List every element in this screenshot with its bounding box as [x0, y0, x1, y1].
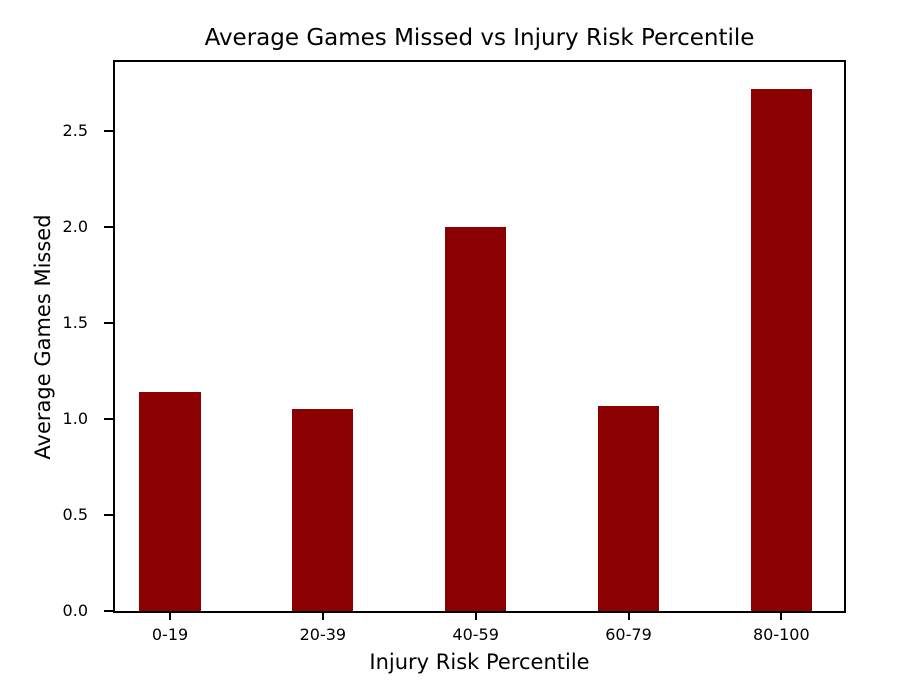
y-tick-mark — [104, 322, 114, 325]
bar-80-100 — [750, 88, 812, 611]
x-tick-mark — [169, 613, 172, 620]
y-tick-mark — [104, 130, 114, 133]
y-tick-label: 1.0 — [62, 409, 88, 429]
y-tick-label: 0.0 — [62, 601, 88, 620]
chart-title: Average Games Missed vs Injury Risk Perc… — [204, 25, 755, 51]
x-tick-mark — [627, 613, 630, 620]
bar-0-19 — [139, 392, 201, 611]
x-axis-label: Injury Risk Percentile — [369, 650, 590, 674]
y-tick-mark — [104, 226, 114, 229]
x-tick-mark — [321, 613, 324, 620]
x-tick-label: 60-79 — [605, 625, 652, 644]
y-tick-label: 2.5 — [62, 121, 88, 141]
x-tick-label: 20-39 — [299, 625, 347, 644]
bar-20-39 — [292, 409, 354, 611]
y-tick-label: 1.5 — [62, 313, 88, 333]
y-tick-label: 0.5 — [62, 505, 88, 525]
y-tick-mark — [104, 418, 114, 421]
y-tick-label: 2.0 — [62, 217, 88, 237]
bar-40-59 — [445, 227, 507, 611]
x-tick-mark — [474, 613, 477, 620]
plot-area — [113, 60, 846, 613]
bar-60-79 — [597, 405, 660, 611]
x-tick-mark — [780, 613, 783, 620]
x-tick-label: 0-19 — [151, 625, 189, 644]
x-tick-label: 80-100 — [752, 625, 810, 644]
y-tick-mark — [104, 610, 114, 612]
y-tick-mark — [104, 514, 114, 517]
x-tick-label: 40-59 — [452, 625, 499, 644]
